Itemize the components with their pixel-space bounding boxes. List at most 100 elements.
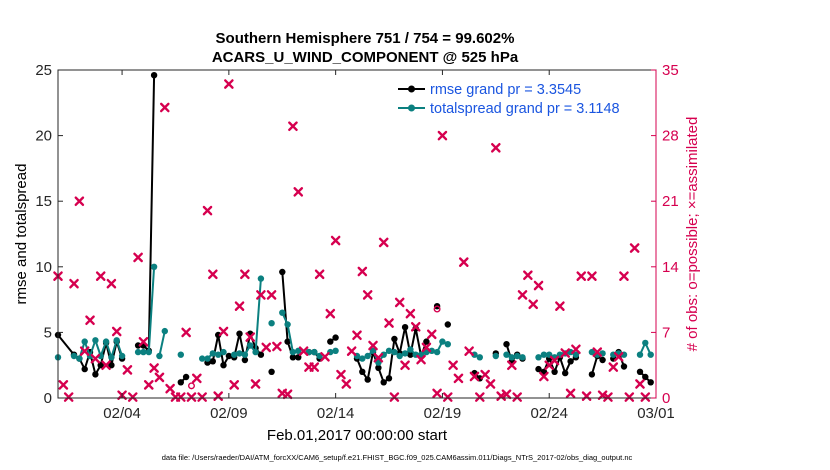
obs-assimilated-marker [234,301,245,311]
y-right-tick-label: 21 [662,193,679,210]
rmse-point [81,365,88,373]
obs-assimilated-marker [197,392,207,402]
rmse-point [551,368,558,375]
obs-assimilated-marker [106,278,117,289]
obs-assimilated-marker [357,266,368,277]
y-left-tick-label: 25 [35,62,52,79]
totalspread-point [385,347,393,354]
totalspread-line-segment [158,330,166,357]
totalspread-point [177,351,184,358]
totalspread-point [118,352,126,360]
totalspread-point [161,327,168,335]
rmse-point [401,324,409,331]
x-tick-label: 02/09 [210,405,248,422]
totalspread-point [428,347,435,354]
rmse-point [444,321,451,328]
x-tick-label: 02/14 [317,405,355,422]
obs-layer [53,79,651,402]
totalspread-point [156,352,163,360]
obs-assimilated-marker [565,388,576,399]
obs-assimilated-marker [58,380,69,390]
y-right-tick-label: 14 [662,259,679,276]
obs-assimilated-marker [336,369,346,380]
totalspread-point [433,348,441,356]
totalspread-point [471,351,478,358]
obs-assimilated-marker [400,360,410,370]
obs-assimilated-marker [266,290,277,300]
rmse-point [620,363,628,370]
obs-assimilated-marker [154,372,165,383]
y-right-tick-label: 7 [662,324,670,341]
obs-assimilated-marker [507,360,517,370]
obs-assimilated-marker [74,196,85,206]
rmse-point [380,379,387,386]
obs-assimilated-marker [320,351,330,362]
totalspread-point [257,275,265,282]
obs-assimilated-marker [394,297,405,308]
totalspread-point [407,346,414,353]
totalspread-point [503,351,510,358]
obs-assimilated-marker [432,388,442,399]
rmse-point [503,341,510,348]
obs-assimilated-marker [341,379,352,389]
obs-assimilated-marker [346,346,357,356]
rmse-point [327,338,334,345]
rmse-point [289,354,297,361]
totalspread-point [535,354,542,361]
totalspread-point [102,338,110,345]
obs-assimilated-marker [245,332,256,342]
obs-assimilated-marker [608,362,619,372]
rmse-point [284,338,291,345]
obs-assimilated-marker [416,354,426,365]
rmse-point [182,373,190,381]
y-axis-label-right: # of obs: o=possible; ×=assimilated [684,117,701,352]
plot-area [58,70,656,398]
obs-assimilated-marker [282,389,293,400]
totalspread-point [150,263,158,270]
legend-totalspread-label: totalspread grand pr = 3.1148 [430,101,620,117]
totalspread-point [204,355,211,362]
obs-assimilated-marker [581,391,592,401]
totalspread-point [215,351,222,358]
obs-assimilated-marker [640,392,651,402]
obs-assimilated-marker [261,342,272,353]
totalspread-point [241,351,249,358]
obs-assimilated-marker [549,355,560,366]
obs-assimilated-marker [272,341,282,352]
totalspread-point [444,341,451,348]
obs-assimilated-marker [410,321,421,332]
obs-assimilated-marker [485,379,496,389]
rmse-point [647,379,654,386]
obs-assimilated-marker [181,327,191,338]
obs-assimilated-marker [384,318,394,328]
obs-assimilated-marker [480,369,490,380]
y-left-tick-label: 15 [35,193,52,210]
totalspread-point [642,339,649,347]
obs-assimilated-marker [90,353,101,364]
obs-assimilated-marker [512,392,522,402]
totalspread-point [311,348,318,356]
totalspread-point [359,355,366,362]
rmse-point [385,375,393,382]
obs-assimilated-marker [592,347,603,357]
totalspread-point [636,351,644,358]
obs-assimilated-marker [192,373,202,384]
obs-assimilated-marker [629,243,640,253]
x-tick-label: 03/01 [637,405,675,422]
rmse-point [97,362,104,369]
totalspread-point [134,348,142,356]
rmse-point [642,373,649,381]
obs-assimilated-marker [437,130,448,141]
obs-assimilated-marker [122,365,133,375]
obs-assimilated-marker [101,360,111,370]
y-axis-label-left: rmse and totalspread [13,164,30,305]
totalspread-point [439,338,446,345]
rmse-point [364,376,371,383]
obs-assimilated-marker [539,371,549,382]
obs-assimilated-marker [464,346,474,356]
rmse-point [332,334,339,341]
totalspread-point [332,347,339,354]
totalspread-point [519,354,526,361]
totalspread-point [508,354,515,361]
obs-assimilated-marker [133,252,143,263]
